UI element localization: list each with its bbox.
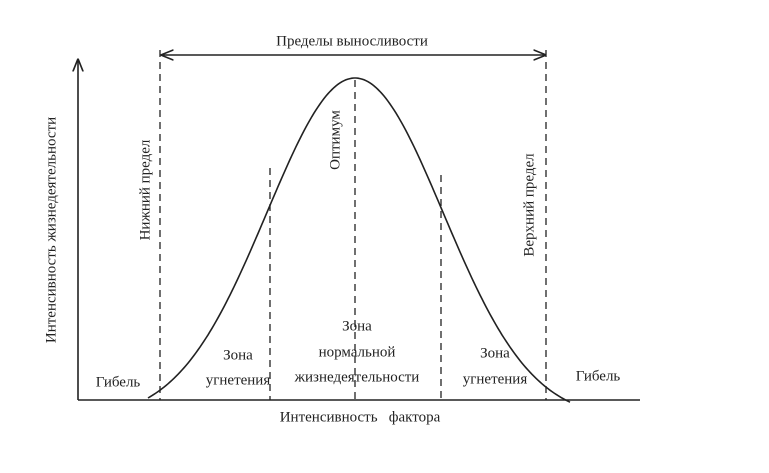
zone-label: жизнедеятельности [294,369,420,385]
optimum-label: Оптимум [327,110,343,170]
zone-label: нормальной [319,344,396,360]
tolerance-curve [147,77,571,403]
title: Пределы выносливости [276,33,428,49]
zone-label: Зона [342,318,372,334]
zone-label: угнетения [206,372,271,388]
zone-label: Зона [480,345,510,361]
y-axis-label: Интенсивность жизнедеятельности [43,117,59,343]
death-label: Гибель [96,374,141,390]
zone-label: угнетения [463,371,528,387]
death-label: Гибель [576,368,621,384]
x-axis-label: Интенсивность фактора [280,409,441,425]
zone-label: Зона [223,347,253,363]
upper-limit-label: Верхний предел [521,153,537,257]
lower-limit-label: Нижний предел [137,139,153,240]
